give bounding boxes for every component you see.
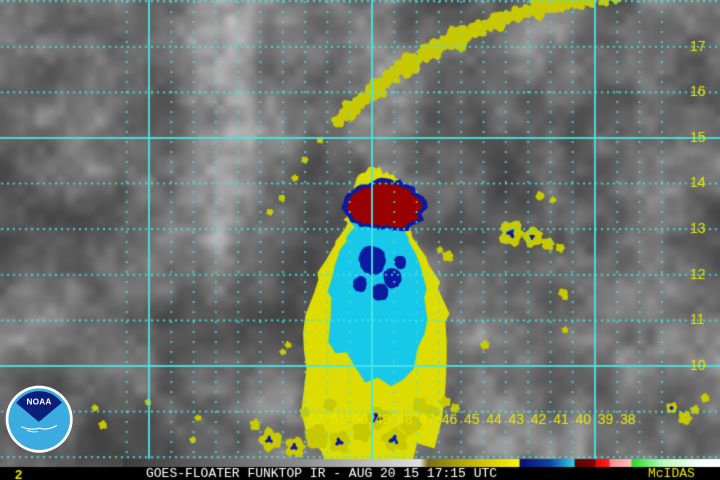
svg-text:NOAA: NOAA	[27, 397, 52, 406]
